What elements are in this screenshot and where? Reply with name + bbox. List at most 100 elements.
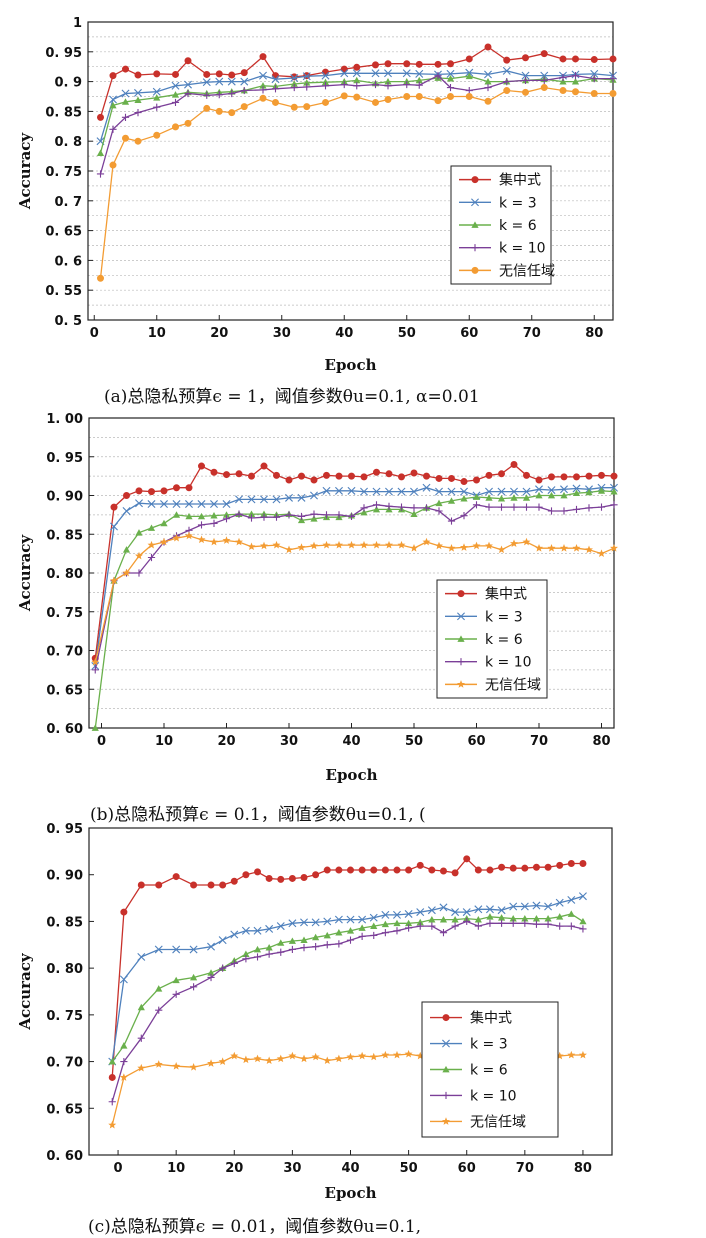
data-point xyxy=(137,952,146,961)
x-tick-label: 0 xyxy=(90,326,99,341)
data-point xyxy=(428,922,436,930)
data-point xyxy=(510,494,518,501)
x-tick-label: 20 xyxy=(225,1161,243,1176)
data-point xyxy=(148,488,155,496)
data-point xyxy=(210,537,218,546)
data-point xyxy=(358,866,366,874)
data-point xyxy=(384,78,392,85)
y-tick-label: 0. 70 xyxy=(46,1056,83,1071)
chart-a-caption: (a)总隐私预算ϵ = 1，阈值参数θu=0.1, α=0.01 xyxy=(104,387,480,407)
data-point xyxy=(547,507,556,515)
x-tick-label: 30 xyxy=(283,1161,301,1176)
data-point xyxy=(240,77,249,86)
data-point xyxy=(381,866,389,874)
data-point xyxy=(203,70,211,78)
data-point xyxy=(393,910,401,919)
data-point xyxy=(567,895,576,904)
data-point xyxy=(485,503,493,511)
data-point xyxy=(486,866,494,874)
y-tick-label: 1. 00 xyxy=(46,412,83,427)
data-point xyxy=(559,78,567,85)
data-point xyxy=(172,990,180,998)
chart-a: 0. 5 0. 55 0. 6 0. 65 0. 7 0. 75 0. 8 0. 85 0. 9… xyxy=(16,16,617,374)
data-point xyxy=(465,93,473,100)
series-集中式 xyxy=(97,43,617,121)
data-point xyxy=(300,1054,309,1063)
data-point xyxy=(497,487,506,496)
data-point xyxy=(210,519,218,527)
data-point xyxy=(497,495,506,502)
data-point xyxy=(312,943,320,951)
data-point xyxy=(439,867,447,875)
data-point xyxy=(460,487,468,496)
data-point xyxy=(428,866,436,874)
data-point xyxy=(172,500,181,509)
data-point xyxy=(207,942,216,951)
data-point xyxy=(222,536,231,544)
legend: 集中式 k = 3 k = 6 k = 10 无信任域 xyxy=(436,579,548,699)
x-tick-label: 80 xyxy=(574,1161,592,1176)
data-point xyxy=(385,502,393,510)
data-point xyxy=(247,514,256,522)
data-point xyxy=(303,103,311,111)
data-point xyxy=(235,470,243,478)
data-point xyxy=(253,1054,262,1063)
data-point xyxy=(322,98,329,106)
legend-label: 集中式 xyxy=(485,586,527,603)
data-point xyxy=(184,80,192,89)
data-point xyxy=(109,161,117,169)
data-point xyxy=(460,478,468,486)
y-tick-label: 0. 85 xyxy=(46,528,83,543)
data-point xyxy=(311,918,320,927)
data-point xyxy=(559,87,567,95)
legend-marker xyxy=(457,680,465,688)
data-point xyxy=(96,149,105,156)
data-point xyxy=(598,471,605,479)
y-tick-label: 1 xyxy=(73,16,82,31)
data-point xyxy=(172,70,179,78)
data-point xyxy=(597,503,606,511)
data-point xyxy=(222,500,231,509)
legend-label: 无信任域 xyxy=(485,677,541,693)
data-point xyxy=(172,511,181,518)
data-point xyxy=(147,524,156,531)
data-point xyxy=(290,74,299,83)
data-point xyxy=(353,76,361,84)
data-point xyxy=(242,955,250,963)
data-point xyxy=(335,929,343,936)
data-point xyxy=(451,915,459,923)
data-point xyxy=(189,1062,198,1071)
data-point xyxy=(372,501,381,509)
legend-label: k = 10 xyxy=(485,655,532,671)
data-point xyxy=(384,82,392,90)
data-point xyxy=(393,866,401,874)
data-point xyxy=(547,544,556,552)
data-point xyxy=(340,80,348,89)
data-point xyxy=(135,499,143,508)
legend-label: k = 3 xyxy=(499,195,537,211)
y-tick-label: 0. 8 xyxy=(54,135,82,150)
data-point xyxy=(190,983,198,991)
x-tick-label: 80 xyxy=(585,326,603,341)
legend-marker xyxy=(442,1091,450,1100)
data-point xyxy=(578,1050,587,1059)
data-point xyxy=(447,93,454,100)
data-point xyxy=(597,487,606,494)
data-point xyxy=(370,922,378,929)
data-point xyxy=(434,97,442,105)
data-point xyxy=(119,975,128,984)
legend-label: k = 6 xyxy=(470,1063,508,1079)
data-point xyxy=(171,81,180,90)
data-point xyxy=(310,515,318,522)
data-point xyxy=(135,487,143,495)
data-point xyxy=(348,472,355,480)
data-point xyxy=(240,86,248,95)
data-point xyxy=(322,486,331,495)
data-point xyxy=(465,86,473,95)
data-point xyxy=(108,1057,116,1065)
data-point xyxy=(155,881,163,889)
data-point xyxy=(397,487,406,496)
data-point xyxy=(260,513,268,521)
data-point xyxy=(555,898,564,907)
data-point xyxy=(241,1055,250,1064)
